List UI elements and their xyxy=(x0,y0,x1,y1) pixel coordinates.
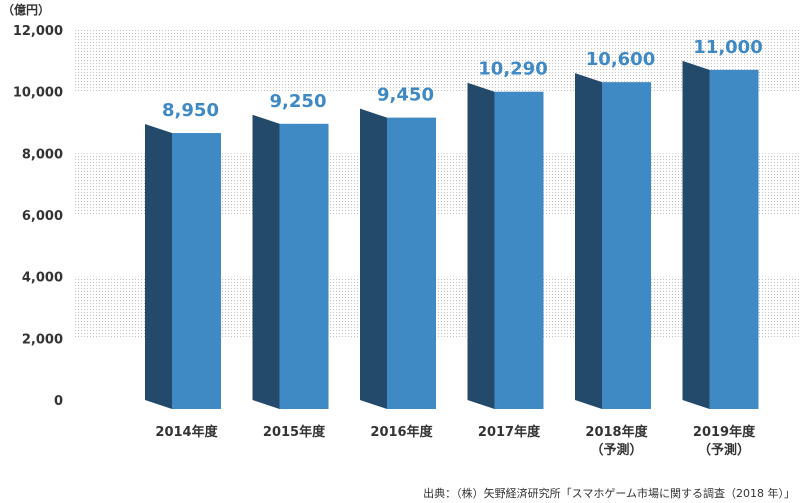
bar xyxy=(494,91,544,409)
data-label: 9,250 xyxy=(270,91,327,112)
y-tick-label: 0 xyxy=(54,394,63,409)
x-tick-label: 2019年度 xyxy=(693,424,756,440)
x-tick-label: 2014年度 xyxy=(155,424,218,440)
bar-side xyxy=(145,124,172,410)
y-tick-label: 6,000 xyxy=(22,209,63,224)
bar-side xyxy=(575,73,602,410)
bar xyxy=(387,117,436,409)
source-note: 出典：（株）矢野経済研究所「スマホゲーム市場に関する調査（2018 年）」 xyxy=(423,486,795,500)
data-label: 10,600 xyxy=(586,49,655,70)
data-label: 11,000 xyxy=(693,37,762,58)
bar-side xyxy=(467,82,495,409)
y-axis-unit: （億円） xyxy=(2,2,50,17)
y-tick-label: 8,000 xyxy=(22,147,63,162)
x-tick-label: （予測） xyxy=(698,442,750,458)
x-tick-label: 2018年度 xyxy=(585,424,648,440)
y-tick-label: 4,000 xyxy=(22,271,63,286)
bars xyxy=(145,60,759,410)
data-label: 8,950 xyxy=(162,100,219,121)
data-label: 10,290 xyxy=(478,59,547,80)
y-tick-label: 12,000 xyxy=(13,24,63,39)
bar xyxy=(279,123,329,410)
bar-side xyxy=(360,108,387,409)
data-label: 9,450 xyxy=(377,85,434,106)
y-tick-label: 2,000 xyxy=(22,332,63,347)
grid-band xyxy=(75,30,800,92)
bar xyxy=(602,82,651,410)
x-tick-label: （予測） xyxy=(590,442,642,458)
x-tick-label: 2016年度 xyxy=(370,424,433,440)
y-axis: 0 2,000 4,000 6,000 8,000 10,000 12,000 xyxy=(13,24,63,409)
y-tick-label: 10,000 xyxy=(13,86,63,101)
labels: 8,950 2014年度 9,250 2015年度 9,450 2016年度 10,290 2… xyxy=(155,37,762,458)
bar-side xyxy=(682,60,710,409)
x-tick-label: 2015年度 xyxy=(263,424,326,440)
bar xyxy=(172,133,221,409)
bar-side xyxy=(252,114,280,410)
bar xyxy=(709,69,759,409)
x-tick-label: 2017年度 xyxy=(478,424,541,440)
